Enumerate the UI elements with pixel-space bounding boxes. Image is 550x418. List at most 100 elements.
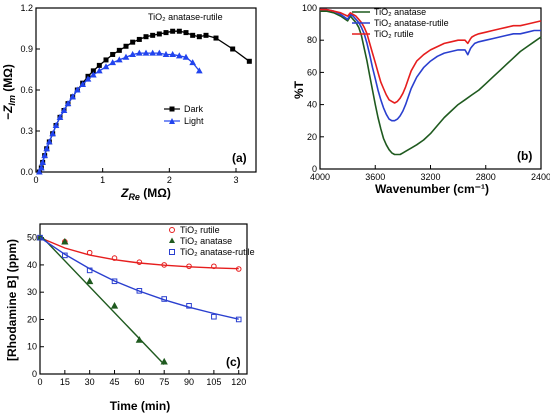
data-point-dark [96,62,102,68]
data-point-c-2 [161,296,167,302]
data-point-dark [213,35,219,41]
x-tick-label: 45 [110,377,120,387]
data-point-c-2 [37,234,43,241]
data-point-light [135,49,143,56]
y-tick-label: 0.6 [20,85,33,95]
panel-b-tag: (b) [517,149,532,163]
y-tick-label: 80 [307,35,317,45]
data-point-dark [196,34,202,40]
x-tick-label: 120 [231,377,246,387]
data-point-c-0 [111,255,118,261]
panel-a: 0 1 2 30.00.30.60.91.2 TiO₂ anatase-rutile … [1,3,257,202]
data-point-dark [203,32,209,38]
data-point-dark [136,36,142,42]
data-point-light [89,71,97,78]
series-line-dark [38,30,250,173]
data-point-light [52,122,60,129]
panel-a-legend: Dark Light [164,104,204,126]
x-tick-label: 3600 [365,172,385,182]
data-point-light [189,59,197,66]
data-point-light [60,106,68,113]
data-point-dark [176,28,182,34]
data-point-light [64,100,72,107]
panel-a-ticks: 0 1 2 3 0.0 0.3 0.6 0.9 1.2 [20,3,238,185]
y-tick-label: 40 [307,100,317,110]
fit-line-2 [39,237,239,320]
data-point-c-2 [235,316,242,323]
panel-b-ticks: 4000 3600 3200 2800 2400 0 20 40 60 80 100 [302,3,550,182]
data-point-dark [150,32,156,38]
data-point-dark [110,51,116,57]
data-point-c-1 [86,277,94,285]
panel-a-series [35,28,252,175]
x-tick-label: 3200 [420,172,440,182]
data-point-light [142,49,150,56]
panel-c-ylabel: [Rhodamine B] (ppm) [5,239,19,361]
y-tick-label: 0.9 [20,44,33,54]
data-point-dark [156,31,162,37]
data-point-dark [103,57,109,63]
data-point-c-0 [136,259,143,265]
data-point-c-2 [211,313,217,320]
legend-light-label: Light [184,116,204,126]
y-tick-label: 20 [27,314,37,324]
legend-c-anatase-marker [169,237,175,243]
y-tick-label: 1.2 [20,3,33,13]
x-tick-label: 90 [184,377,194,387]
data-point-light [35,168,43,175]
x-tick-label: 105 [206,377,221,387]
data-point-light [49,130,57,137]
y-tick-label: 20 [307,132,317,142]
x-tick-label: 0 [33,175,38,185]
legend-anatase-rutile-label: TiO₂ anatase-rutile [374,18,449,28]
data-point-light [155,49,163,56]
panel-b: 4000 3600 3200 2800 2400 0 20 40 60 80 100 TiO₂ an… [292,3,550,196]
y-tick-label: 0 [32,369,37,379]
data-point-c-0 [86,249,93,256]
data-point-light [162,50,170,57]
x-tick-label: 2400 [531,172,550,182]
data-point-dark [123,43,129,49]
panel-b-series [320,8,542,156]
panel-c-series [36,233,242,365]
x-tick-label: 2800 [476,172,496,182]
x-tick-label: 1 [100,175,105,185]
data-point-c-0 [186,263,192,270]
panel-a-frame [35,7,257,173]
data-point-light [41,152,49,159]
y-tick-label: 30 [27,287,37,297]
y-tick-label: 0.3 [20,126,33,136]
legend-c-anatase-rutile-label: TiO₂ anatase-rutile [180,247,255,257]
x-tick-label: 30 [85,377,95,387]
data-point-c-1 [160,357,168,365]
data-point-c-1 [61,237,69,245]
x-tick-label: 75 [159,377,169,387]
legend-c-rutile-marker [169,227,175,233]
data-point-light [84,75,92,82]
y-tick-label: 60 [307,67,317,77]
data-point-c-1 [135,336,144,343]
data-point-light [122,53,130,60]
data-point-light [175,52,183,59]
data-point-dark [163,30,169,36]
x-tick-label: 2 [167,175,172,185]
data-point-light [195,67,203,74]
data-point-light [73,86,81,93]
data-point-light [37,164,45,171]
data-point-dark [130,39,136,45]
y-tick-label: 0 [312,164,317,174]
data-point-light [149,49,157,56]
panel-a-annotation: TiO₂ anatase-rutile [148,12,223,22]
data-point-light [45,138,53,145]
data-point-dark [170,28,176,34]
y-tick-label: 40 [27,260,37,270]
data-point-c-0 [235,266,242,272]
data-point-light [102,63,110,70]
spectrum-line-2 [320,8,542,104]
x-tick-label: 15 [60,377,70,387]
data-point-c-1 [110,301,119,309]
data-point-c-2 [86,267,93,274]
x-tick-label: 60 [134,377,144,387]
data-point-c-2 [62,252,68,259]
